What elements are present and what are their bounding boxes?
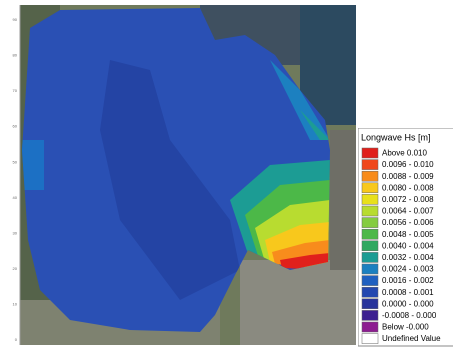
y-tick-label: 70 xyxy=(13,88,18,93)
legend-swatch xyxy=(362,183,378,193)
legend-label: 0.0000 - 0.000 xyxy=(382,299,434,308)
legend-swatch xyxy=(362,206,378,216)
legend-label: Undefined Value xyxy=(382,334,441,343)
legend-swatch xyxy=(362,148,378,158)
legend-swatch xyxy=(362,171,378,181)
legend-swatch xyxy=(362,241,378,251)
legend-label: 0.0016 - 0.002 xyxy=(382,276,434,285)
legend-swatch xyxy=(362,276,378,286)
y-tick-label: 80 xyxy=(13,53,18,58)
legend-label: 0.0096 - 0.010 xyxy=(382,160,434,169)
y-tick-label: 60 xyxy=(13,124,18,129)
legend-swatch xyxy=(362,264,378,274)
legend-items: Above 0.010 0.0096 - 0.010 0.0088 - 0.009 0… xyxy=(362,148,441,344)
legend-label: 0.0040 - 0.004 xyxy=(382,241,434,250)
legend-swatch xyxy=(362,310,378,320)
y-tick-label: 0 xyxy=(15,337,18,342)
y-tick-label: 30 xyxy=(13,230,18,235)
legend-label: 0.0008 - 0.001 xyxy=(382,288,434,297)
y-tick-label: 90 xyxy=(13,17,18,22)
legend: Longwave Hs [m] Above 0.010 0.0096 - 0.01… xyxy=(358,128,453,346)
legend-swatch xyxy=(362,229,378,239)
legend-swatch xyxy=(362,287,378,297)
legend-label: Below -0.000 xyxy=(382,323,429,332)
legend-swatch xyxy=(362,218,378,228)
legend-label: 0.0072 - 0.008 xyxy=(382,195,434,204)
legend-swatch xyxy=(362,299,378,309)
y-tick-label: 20 xyxy=(13,266,18,271)
legend-label: 0.0064 - 0.007 xyxy=(382,207,434,216)
legend-swatch xyxy=(362,160,378,170)
y-tick-label: 40 xyxy=(13,195,18,200)
legend-title: Longwave Hs [m] xyxy=(361,132,431,142)
legend-label: 0.0032 - 0.004 xyxy=(382,253,434,262)
legend-swatch xyxy=(362,252,378,262)
legend-label: -0.0008 - 0.000 xyxy=(382,311,437,320)
legend-label: 0.0088 - 0.009 xyxy=(382,172,434,181)
y-tick-label: 50 xyxy=(13,159,18,164)
y-ticks: 90 80 70 60 50 40 30 20 10 0 xyxy=(13,17,18,342)
legend-label: Above 0.010 xyxy=(382,149,427,158)
legend-label: 0.0056 - 0.006 xyxy=(382,218,434,227)
y-tick-label: 10 xyxy=(13,302,18,307)
legend-swatch xyxy=(362,334,378,344)
legend-swatch xyxy=(362,322,378,332)
legend-label: 0.0048 - 0.005 xyxy=(382,230,434,239)
legend-label: 0.0080 - 0.008 xyxy=(382,183,434,192)
legend-label: 0.0024 - 0.003 xyxy=(382,265,434,274)
legend-swatch xyxy=(362,194,378,204)
map-view: 90 80 70 60 50 40 30 20 10 0 Longwave Hs [m] Abov… xyxy=(0,0,453,347)
